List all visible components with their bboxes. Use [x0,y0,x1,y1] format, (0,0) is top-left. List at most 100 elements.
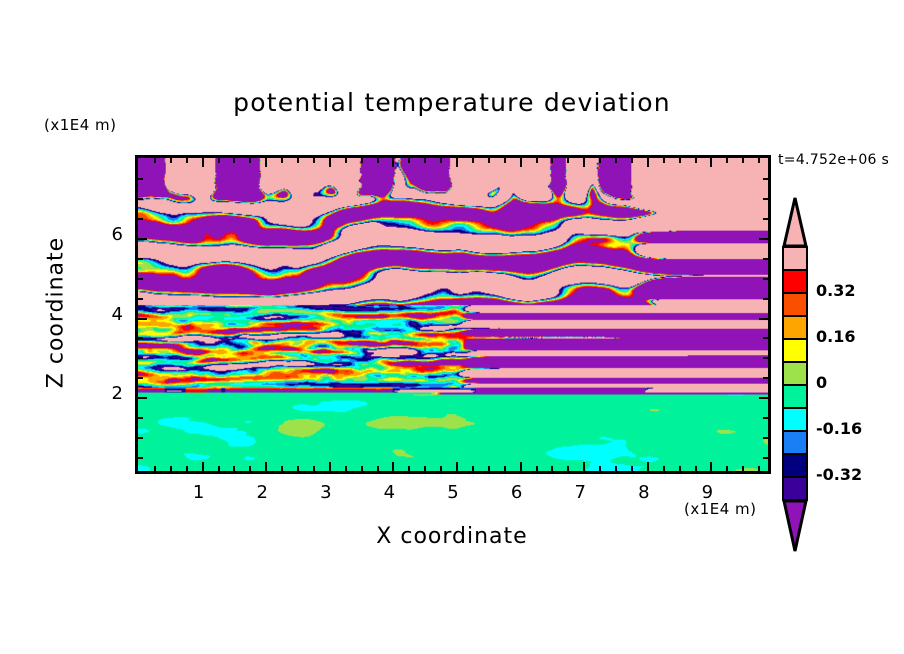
colorbar-cell [782,269,808,294]
x-tick-top-minor [233,158,236,163]
x-tick-minor [503,466,506,471]
x-tick-top-minor [630,158,633,163]
x-tick-top-minor [662,158,665,163]
y-tick-label: 4 [111,303,123,325]
x-tick-top-minor [169,158,172,163]
x-tick-top-major [519,158,522,167]
colorbar-cell [782,453,808,478]
scalar-field-canvas [138,158,768,471]
colorbar [782,196,808,552]
x-axis-title: X coordinate [376,524,528,549]
y-tick-label: 6 [111,223,123,245]
x-tick-minor [726,466,729,471]
page-title: potential temperature deviation [233,88,671,117]
y-tick-minor [138,457,143,460]
x-tick-minor [694,466,697,471]
x-tick-minor [440,466,443,471]
x-tick-major [519,462,522,471]
x-tick-minor [535,466,538,471]
x-tick-minor [185,466,188,471]
colorbar-cell [782,315,808,340]
x-tick-minor [376,466,379,471]
x-tick-minor [487,466,490,471]
x-tick-top-minor [217,158,220,163]
x-tick-top-major [646,158,649,167]
y-tick-minor [138,177,143,180]
x-tick-minor [758,466,761,471]
y-tick-right-major [759,317,768,320]
y-axis-title: Z coordinate [43,236,69,389]
colorbar-tick-label: 0 [816,373,828,392]
x-tick-minor [297,466,299,471]
x-tick-label: 4 [383,482,396,503]
x-tick-top-minor [551,158,554,163]
x-tick-top-minor [471,158,474,163]
x-tick-top-minor [742,158,745,163]
x-tick-top-minor [503,158,506,163]
x-tick-top-minor [599,158,602,163]
y-tick-right-minor [763,357,768,360]
y-axis-unit-label: (x1E4 m) [44,116,117,134]
contour-plot-area [135,155,771,474]
colorbar-tick-label: 0.32 [816,281,856,300]
x-tick-top-minor [360,158,363,163]
colorbar-under-arrow [782,499,808,552]
y-tick-minor [138,197,143,200]
x-tick-label: 8 [638,482,650,503]
x-tick-minor [169,466,172,471]
y-tick-minor [138,297,143,300]
x-axis-unit-label: (x1E4 m) [684,500,757,518]
x-tick-minor [599,466,602,471]
x-tick-minor [567,466,570,471]
y-tick-right-minor [763,377,768,380]
x-tick-top-minor [535,158,538,163]
y-tick-major [138,397,147,400]
colorbar-cell [782,361,808,386]
y-tick-right-major [759,397,768,400]
x-tick-top-major [710,158,713,167]
x-tick-top-minor [567,158,570,163]
x-tick-label: 5 [447,482,459,503]
y-tick-major [138,317,147,320]
x-tick-minor [312,466,315,471]
x-tick-top-minor [281,158,284,163]
x-tick-top-minor [487,158,490,163]
x-tick-minor [153,466,156,471]
y-tick-right-minor [763,437,768,440]
x-tick-top-minor [249,158,252,163]
x-tick-label: 7 [574,482,586,503]
x-tick-top-minor [678,158,681,163]
time-annotation: t=4.752e+06 s [778,152,890,168]
x-tick-minor [344,466,347,471]
x-tick-top-major [265,158,268,167]
colorbar-tick-label: -0.32 [816,465,863,484]
x-tick-top-major [456,158,458,167]
x-tick-top-minor [440,158,443,163]
x-tick-top-major [201,158,204,167]
x-tick-major [583,462,586,471]
x-tick-label: 9 [701,482,714,503]
colorbar-over-arrow [782,197,808,248]
y-tick-minor [138,437,143,440]
x-tick-major [328,462,331,471]
x-tick-minor [249,466,252,471]
x-tick-label: 1 [192,482,205,503]
y-tick-minor [138,257,143,260]
x-tick-top-minor [726,158,729,163]
x-tick-minor [662,466,665,471]
colorbar-cell [782,338,808,363]
x-tick-label: 6 [510,482,523,503]
colorbar-cell [782,407,808,432]
y-tick-major [138,237,147,240]
x-tick-top-minor [758,158,761,163]
y-tick-right-minor [763,457,768,460]
x-tick-minor [678,466,681,471]
x-tick-label: 2 [256,482,268,503]
x-tick-major [646,462,649,471]
x-tick-top-minor [312,158,315,163]
colorbar-cell [782,430,808,455]
y-tick-right-minor [763,297,768,300]
x-tick-minor [360,466,363,471]
x-tick-minor [281,466,284,471]
